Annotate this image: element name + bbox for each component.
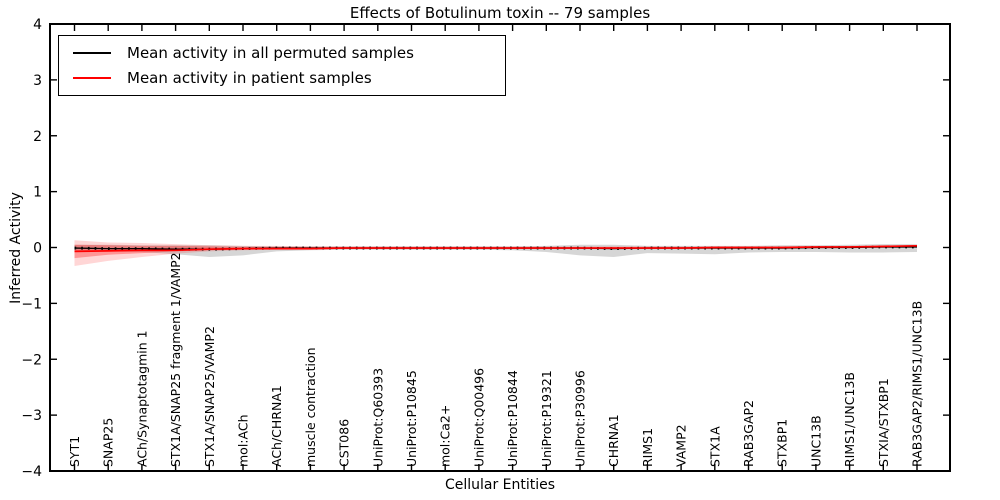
y-tick-label: 4 <box>33 17 42 33</box>
x-category-label: mol:Ca2+ <box>438 405 453 467</box>
x-category-label: SYT1 <box>67 436 82 467</box>
y-tick-label: −3 <box>21 408 42 424</box>
y-tick-label: 0 <box>33 241 42 257</box>
y-tick-label: −4 <box>21 464 42 480</box>
x-category-label: ACh/CHRNA1 <box>269 385 284 467</box>
legend-label: Mean activity in patient samples <box>127 69 372 88</box>
x-category-label: RIMS1 <box>640 428 655 467</box>
y-axis-label: Inferred Activity <box>8 192 24 304</box>
x-category-label: SNAP25 <box>101 418 116 467</box>
legend-line-red <box>73 77 111 80</box>
x-category-label: ACh/Synaptotagmin 1 <box>134 330 149 467</box>
x-category-label: UniProt:Q60393 <box>370 368 385 467</box>
x-category-label: muscle contraction <box>303 347 318 467</box>
x-category-label: CHRNA1 <box>606 414 621 467</box>
x-category-label: RIMS1/UNC13B <box>842 372 857 467</box>
x-category-label: CST086 <box>337 419 352 467</box>
legend-entry-permuted: Mean activity in all permuted samples <box>73 41 505 65</box>
x-category-label: UniProt:P10845 <box>404 370 419 467</box>
x-category-label: STXIA/STXBP1 <box>876 378 891 467</box>
x-category-label: UniProt:P19321 <box>539 370 554 467</box>
y-tick-label: 3 <box>33 73 42 89</box>
chart-title: Effects of Botulinum toxin -- 79 samples <box>349 4 651 22</box>
legend: Mean activity in all permuted samples Me… <box>58 35 506 96</box>
x-category-label: STXBP1 <box>775 419 790 467</box>
legend-line-black <box>73 51 111 54</box>
band-patient-samples-spread-outer <box>74 240 917 266</box>
y-tick-label: −1 <box>21 296 42 312</box>
x-category-label: STX1A/SNAP25 fragment 1/VAMP2 <box>168 252 183 467</box>
x-category-label: VAMP2 <box>674 424 689 467</box>
x-category-label: UniProt:P10844 <box>505 370 520 467</box>
x-category-label: STX1A/SNAP25/VAMP2 <box>202 326 217 467</box>
line-patient-mean <box>74 244 918 253</box>
x-category-label: UniProt:P30996 <box>573 370 588 467</box>
x-category-label: UNC13B <box>808 415 823 467</box>
x-axis-label: Cellular Entities <box>444 477 556 493</box>
x-category-label: STX1A <box>707 426 722 467</box>
y-tick-label: 1 <box>33 185 42 201</box>
x-category-label: RAB3GAP2 <box>741 400 756 467</box>
x-category-label: RAB3GAP2/RIMS1/UNC13B <box>910 301 925 467</box>
legend-label: Mean activity in all permuted samples <box>127 43 414 62</box>
x-category-label: mol:ACh <box>236 415 251 468</box>
y-tick-label: 2 <box>33 129 42 145</box>
x-category-label: UniProt:Q00496 <box>471 368 486 467</box>
legend-entry-patient: Mean activity in patient samples <box>73 66 505 90</box>
y-tick-label: −2 <box>21 352 42 368</box>
